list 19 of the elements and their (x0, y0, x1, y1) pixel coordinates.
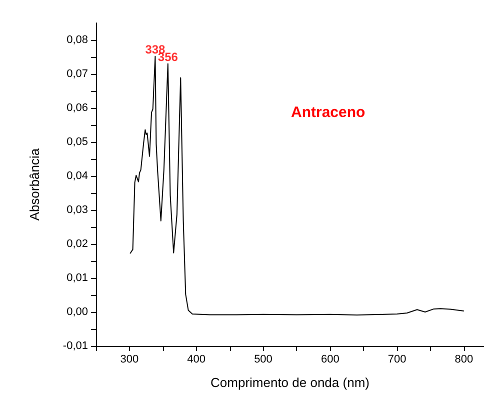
annotation: Antraceno (291, 104, 366, 121)
x-tick-label: 300 (120, 354, 139, 366)
y-tick-label: 0,06 (66, 102, 88, 114)
y-tick-label: 0,00 (66, 306, 88, 318)
y-axis-title: Absorbância (27, 148, 42, 221)
y-tick-label: 0,03 (66, 204, 88, 216)
y-tick-label: 0,05 (66, 136, 88, 148)
x-tick-label: 700 (388, 354, 406, 366)
y-tick-label: 0,02 (66, 238, 88, 250)
x-tick-label: 600 (320, 354, 340, 366)
x-axis-title: Comprimento de onda (nm) (210, 375, 370, 390)
x-tick-label: 800 (454, 354, 474, 366)
y-tick-label: 0,08 (66, 34, 88, 46)
x-tick-label: 500 (254, 354, 272, 366)
y-tick-label: -0,01 (62, 340, 88, 352)
y-tick-label: 0,01 (66, 272, 88, 284)
y-tick-label: 0,07 (66, 68, 88, 80)
y-tick-label: 0,04 (66, 170, 88, 182)
x-tick-label: 400 (187, 354, 206, 366)
